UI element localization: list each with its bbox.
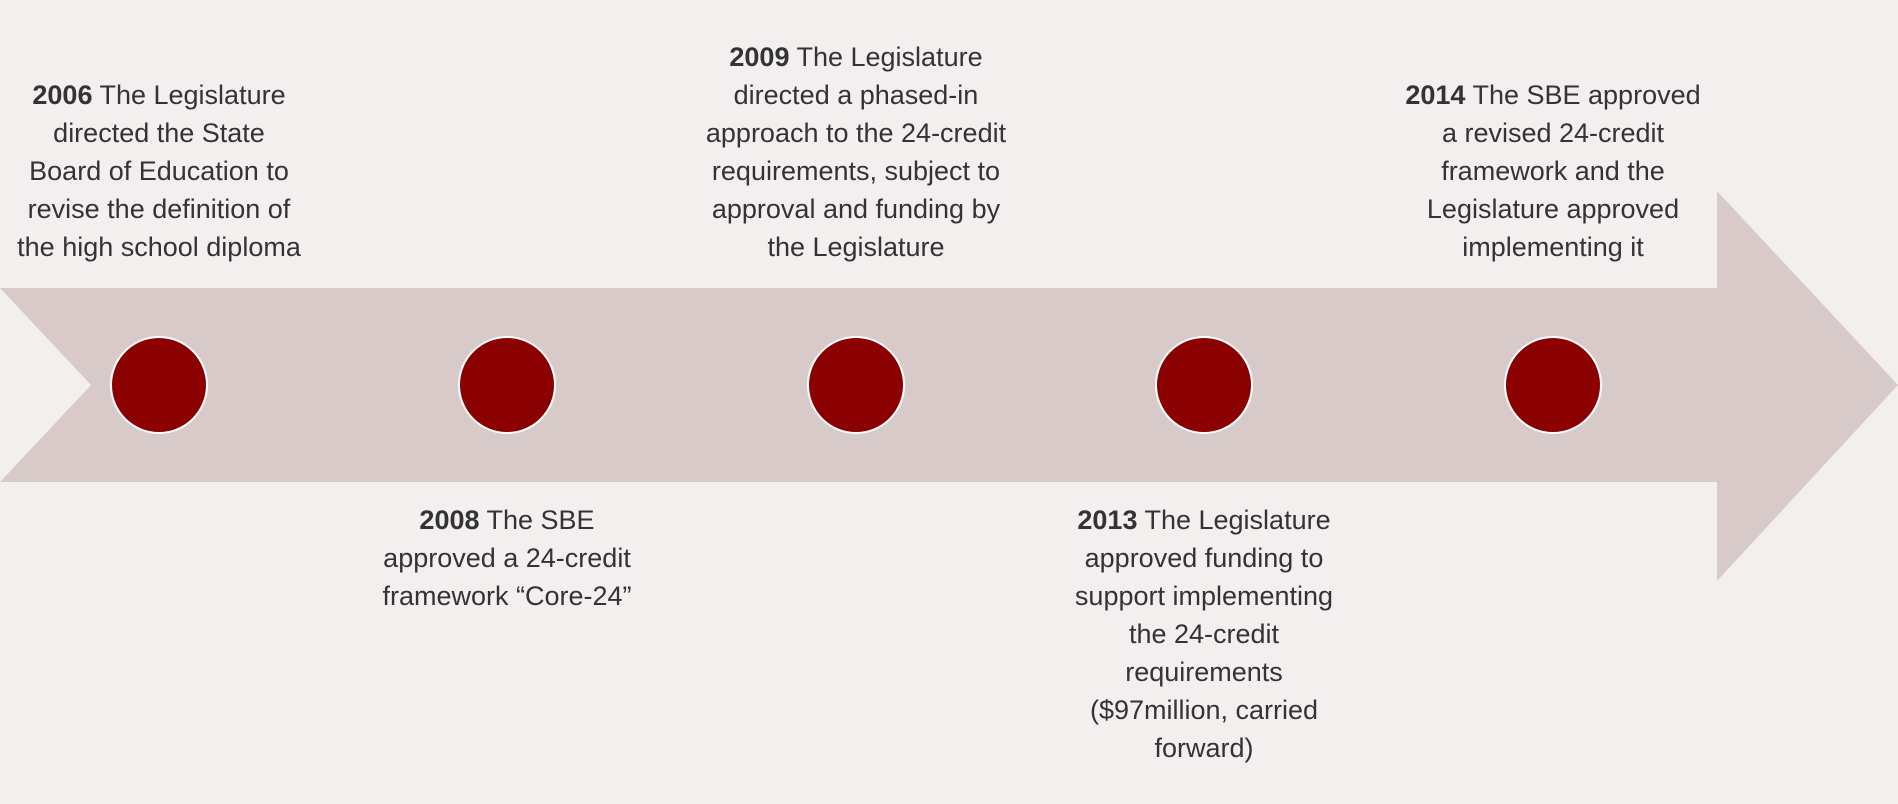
event: 2009 The Legislature directed a phased-i… <box>702 38 1010 266</box>
timeline-markers <box>110 336 1602 434</box>
event-text: The SBE approved a 24-credit framework “… <box>382 505 632 611</box>
event: 2008 The SBE approved a 24-credit framew… <box>382 501 632 615</box>
marker <box>1155 336 1253 434</box>
event-text: The Legislature directed the State Board… <box>17 80 301 262</box>
event-text: The SBE approved a revised 24-credit fra… <box>1426 80 1701 262</box>
event-year: 2014 <box>1405 80 1466 110</box>
event: 2014 The SBE approved a revised 24-credi… <box>1403 76 1703 266</box>
event-year: 2013 <box>1077 505 1138 535</box>
event: 2006 The Legislature directed the State … <box>14 76 304 266</box>
marker <box>807 336 905 434</box>
marker <box>110 336 208 434</box>
marker <box>1504 336 1602 434</box>
event-text: The Legislature approved funding to supp… <box>1074 505 1334 763</box>
event: 2013 The Legislature approved funding to… <box>1054 501 1354 767</box>
event-year: 2006 <box>32 80 93 110</box>
event-year: 2009 <box>729 42 790 72</box>
timeline-arrow <box>0 191 1898 581</box>
event-year: 2008 <box>419 505 480 535</box>
event-text: The Legislature directed a phased-in app… <box>705 42 1007 262</box>
marker <box>458 336 556 434</box>
